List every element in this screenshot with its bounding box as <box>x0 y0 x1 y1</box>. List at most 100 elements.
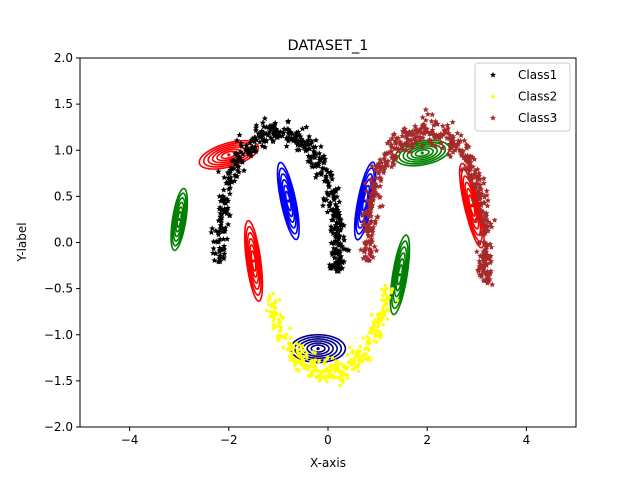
point <box>238 158 245 164</box>
point <box>369 313 374 317</box>
point <box>302 354 306 359</box>
point <box>484 268 491 274</box>
point <box>454 140 461 147</box>
point <box>361 239 368 246</box>
point <box>487 268 494 274</box>
point <box>473 248 480 255</box>
point <box>295 367 299 372</box>
point <box>232 173 239 179</box>
point <box>418 129 425 136</box>
point <box>390 131 397 138</box>
point <box>438 139 445 146</box>
point <box>321 177 328 184</box>
point <box>395 298 400 303</box>
point <box>271 322 276 327</box>
point <box>227 174 234 181</box>
point <box>215 231 222 238</box>
y-tick-label: −1.0 <box>44 328 73 342</box>
contour-line <box>276 161 300 241</box>
point <box>487 257 494 264</box>
point <box>303 123 310 130</box>
point <box>374 190 381 197</box>
point <box>224 196 231 202</box>
point <box>469 180 476 187</box>
point <box>252 143 259 150</box>
point <box>444 122 451 128</box>
point <box>292 132 299 139</box>
point <box>465 171 472 178</box>
point <box>450 149 457 155</box>
point <box>270 124 277 131</box>
point <box>249 135 256 142</box>
point <box>345 247 352 253</box>
point <box>333 246 340 253</box>
point <box>334 237 341 244</box>
point <box>419 134 426 141</box>
gaussian-contour <box>170 187 189 252</box>
point <box>225 186 232 192</box>
point <box>376 320 380 324</box>
point <box>225 175 232 181</box>
point <box>299 125 306 132</box>
point <box>263 137 270 143</box>
point <box>296 359 301 363</box>
point <box>356 365 360 369</box>
point <box>375 170 382 176</box>
point <box>480 261 487 268</box>
point <box>291 135 298 141</box>
point <box>478 201 485 208</box>
contour-line <box>410 147 434 159</box>
point <box>238 143 245 149</box>
point <box>333 219 340 225</box>
point <box>337 221 344 228</box>
point <box>335 251 342 258</box>
point <box>384 287 388 292</box>
point <box>373 318 377 322</box>
legend-label: Class3 <box>518 111 557 125</box>
point <box>363 347 367 351</box>
point <box>275 131 282 138</box>
point <box>402 134 409 140</box>
point <box>480 277 487 284</box>
point <box>471 171 478 177</box>
point <box>375 312 380 317</box>
point <box>340 233 347 240</box>
point <box>215 217 222 224</box>
point <box>388 144 395 150</box>
contour-line <box>250 250 257 272</box>
point <box>334 247 341 254</box>
point <box>274 311 279 315</box>
point <box>332 206 339 213</box>
contour-line <box>246 231 261 290</box>
point <box>479 255 486 262</box>
point <box>412 140 419 146</box>
point <box>263 130 270 137</box>
point <box>243 142 250 148</box>
point <box>382 163 389 170</box>
point <box>312 137 319 143</box>
point <box>247 139 254 146</box>
point <box>289 336 293 340</box>
point <box>483 262 490 268</box>
point <box>483 192 490 198</box>
point <box>217 225 224 232</box>
contour-line <box>243 219 264 303</box>
point <box>278 329 282 333</box>
point <box>374 340 379 344</box>
point <box>291 359 296 363</box>
point <box>362 180 369 186</box>
point <box>323 358 327 363</box>
point <box>267 302 271 307</box>
point <box>247 152 254 159</box>
point <box>377 194 384 201</box>
point <box>299 363 304 367</box>
point <box>287 130 294 137</box>
point <box>288 326 292 331</box>
point <box>330 230 337 237</box>
point <box>305 353 309 358</box>
contour-line <box>396 264 404 286</box>
contour-line <box>173 201 185 238</box>
contour-line <box>391 240 409 310</box>
contour-line <box>281 179 296 223</box>
